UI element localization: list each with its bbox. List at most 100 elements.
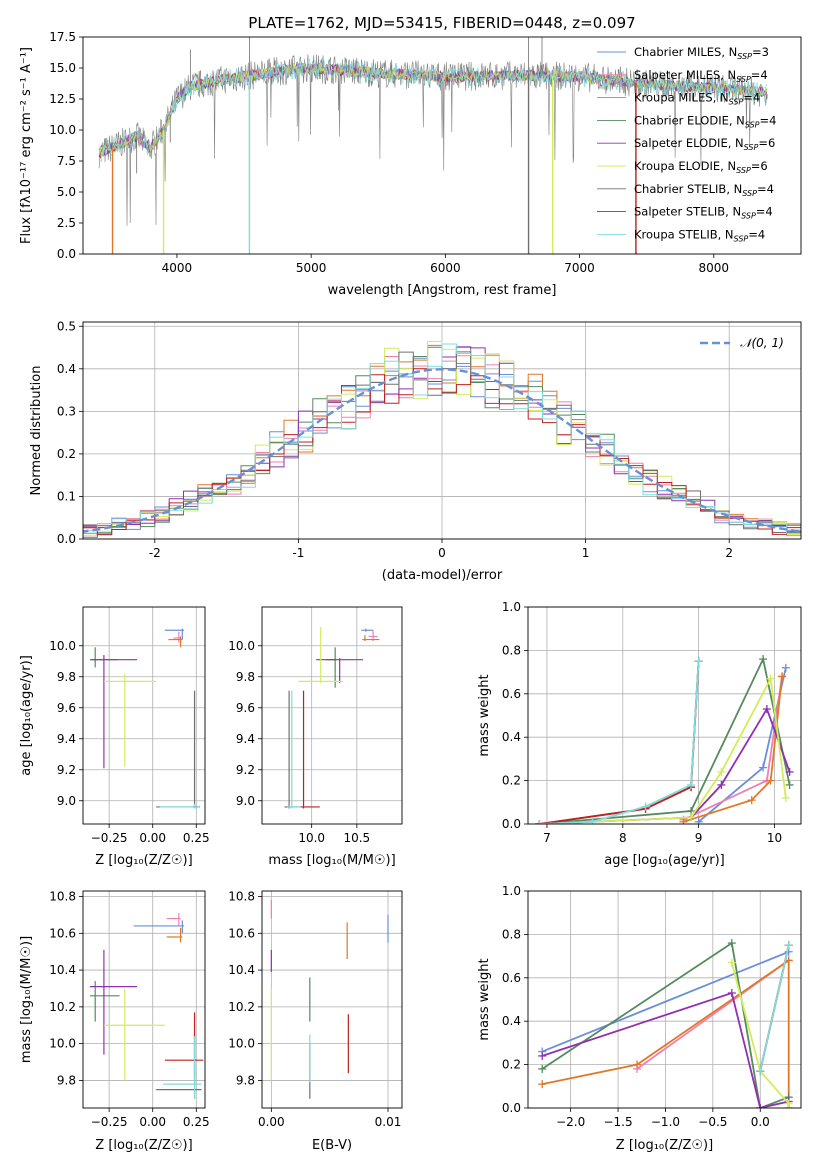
- y-tick-label: 10.8: [49, 890, 76, 904]
- x-tick-label: 10.0: [298, 831, 325, 845]
- legend-sub: SSP: [729, 98, 744, 107]
- x-tick-label: 1: [582, 546, 590, 560]
- y-tick-label: 9.2: [236, 763, 255, 777]
- x-tick-label: 6000: [430, 261, 461, 275]
- y-tick-label: 0.2: [502, 1058, 521, 1072]
- spectrum-line-kroupa_stelib: [99, 57, 768, 163]
- legend-label: Salpeter ELODIE, N: [634, 136, 744, 150]
- plot-area-mass_vs_ebv: [270, 900, 389, 1099]
- y-tick-label: 10.0: [228, 1037, 255, 1051]
- y-tick-label: 9.2: [57, 763, 76, 777]
- y-tick-label: 0.0: [57, 247, 76, 261]
- weight-line-kroupa_stelib: [539, 661, 700, 824]
- y-tick-label: 0.8: [502, 927, 521, 941]
- legend-sub: SSP: [734, 234, 749, 243]
- y-tick-label: 10.2: [228, 1000, 255, 1014]
- chart-title: PLATE=1762, MJD=53415, FIBERID=0448, z=0…: [248, 14, 635, 32]
- y-tick-label: 10.2: [49, 1000, 76, 1014]
- legend-val: =4: [757, 182, 774, 196]
- y-axis-label: mass weight: [477, 958, 492, 1040]
- y-tick-label: 17.5: [49, 30, 76, 44]
- legend-label: Kroupa MILES, N: [634, 91, 729, 105]
- x-axis-label: E(B-V): [312, 1138, 352, 1153]
- y-tick-label: 9.6: [57, 701, 76, 715]
- axes-frame: [82, 606, 206, 825]
- x-tick-label: 0.0: [751, 1115, 770, 1129]
- x-tick-label: 0.00: [139, 1115, 166, 1129]
- legend-entry: Salpeter ELODIE, NSSP=6: [634, 136, 775, 152]
- legend-sub: SSP: [742, 189, 757, 198]
- y-tick-label: 9.8: [57, 670, 76, 684]
- weight-line-salpeter_elodie: [541, 991, 789, 1108]
- x-tick-label: 0.00: [139, 831, 166, 845]
- weight-line-chabrier_elodie: [541, 941, 790, 1108]
- legend-sub: SSP: [745, 120, 760, 129]
- y-tick-label: 0.6: [502, 687, 521, 701]
- x-tick-label: 10.5: [343, 831, 370, 845]
- y-tick-label: 0.4: [502, 730, 521, 744]
- legend-sub: SSP: [736, 75, 751, 84]
- legend-entry: Salpeter STELIB, NSSP=4: [634, 205, 773, 221]
- legend-label: Salpeter MILES, N: [634, 68, 736, 82]
- x-tick-label: 0.25: [183, 1115, 210, 1129]
- y-tick-label: 0.2: [57, 447, 76, 461]
- panel-weight_vs_age: 7 8 9 10 0.0 0.2 0.4 0.6 0.8 1.0 age [log₁₀(age/yr…: [477, 600, 802, 868]
- legend-entry: Chabrier MILES, NSSP=3: [634, 45, 769, 61]
- y-axis-label: mass [log₁₀(M/M☉)]: [19, 936, 34, 1063]
- y-tick-label: 10.0: [49, 123, 76, 137]
- legend-sub: SSP: [736, 166, 751, 175]
- y-tick-label: 5.0: [57, 185, 76, 199]
- x-tick-label: 0.00: [258, 1115, 285, 1129]
- x-tick-label: -1: [292, 546, 304, 560]
- x-axis-label: mass [log₁₀(M/M☉)]: [268, 853, 395, 868]
- x-tick-label: −1.5: [603, 1115, 632, 1129]
- legend-val: =6: [751, 159, 768, 173]
- panel-age_vs_mass: 10.0 10.5 9.0 9.2 9.4 9.6 9.8 10.0 mass [log₁₀(M…: [228, 606, 403, 868]
- gaussian-curve: [83, 368, 801, 533]
- y-tick-label: 0.0: [502, 1101, 521, 1115]
- y-tick-label: 0.6: [502, 971, 521, 985]
- y-tick-label: 10.6: [49, 926, 76, 940]
- y-tick-label: 0.3: [57, 404, 76, 418]
- x-axis-label: Z [log₁₀(Z/Z☉)]: [616, 1138, 713, 1153]
- x-axis-label: age [log₁₀(age/yr)]: [604, 853, 725, 868]
- y-tick-label: 0.0: [57, 532, 76, 546]
- legend-entry: Salpeter MILES, NSSP=4: [634, 68, 768, 84]
- x-tick-label: −0.25: [91, 831, 128, 845]
- legend-entry: 𝒩(0, 1): [740, 336, 784, 350]
- y-tick-label: 9.4: [236, 732, 255, 746]
- legend-val: =6: [758, 136, 775, 150]
- y-tick-label: 9.0: [57, 794, 76, 808]
- panel-mass_vs_Z: −0.25 0.00 0.25 9.8 10.0 10.2 10.4 10.6 10.8 Z [l…: [19, 890, 210, 1153]
- x-axis-label: Z [log₁₀(Z/Z☉)]: [95, 853, 192, 868]
- x-tick-label: 2: [725, 546, 733, 560]
- y-tick-label: 9.8: [57, 1073, 76, 1087]
- legend-val: =4: [748, 227, 765, 241]
- weight-line-kroupa_stelib: [759, 945, 790, 1072]
- y-tick-label: 0.1: [57, 489, 76, 503]
- y-tick-label: 0.2: [502, 774, 521, 788]
- x-axis-label: (data-model)/error: [382, 568, 503, 583]
- legend-entry: Kroupa ELODIE, NSSP=6: [634, 159, 768, 175]
- legend-entry: Kroupa STELIB, NSSP=4: [634, 227, 765, 243]
- x-tick-label: 9: [695, 831, 703, 845]
- x-tick-label: 0.01: [375, 1115, 402, 1129]
- legend-sub: SSP: [741, 212, 756, 221]
- panel-age_vs_Z: −0.25 0.00 0.25 9.0 9.2 9.4 9.6 9.8 10.0 Z [log₁₀…: [19, 606, 210, 868]
- histogram-kroupa_stelib: [83, 343, 801, 539]
- y-tick-label: 12.5: [49, 92, 76, 106]
- y-tick-label: 0.8: [502, 643, 521, 657]
- legend-sub: SSP: [744, 143, 759, 152]
- legend-val: =4: [756, 205, 773, 219]
- plot-area-weight_vs_Z: [538, 939, 793, 1108]
- y-axis-label: mass weight: [477, 674, 492, 756]
- y-tick-label: 7.5: [57, 154, 76, 168]
- axes-frame: [527, 890, 802, 1109]
- axes-frame: [261, 890, 403, 1109]
- y-tick-label: 10.0: [49, 1037, 76, 1051]
- x-axis-label: Z [log₁₀(Z/Z☉)]: [95, 1138, 192, 1153]
- y-tick-label: 15.0: [49, 61, 76, 75]
- legend-val: =3: [752, 45, 769, 59]
- legend-entry: Chabrier STELIB, NSSP=4: [634, 182, 774, 198]
